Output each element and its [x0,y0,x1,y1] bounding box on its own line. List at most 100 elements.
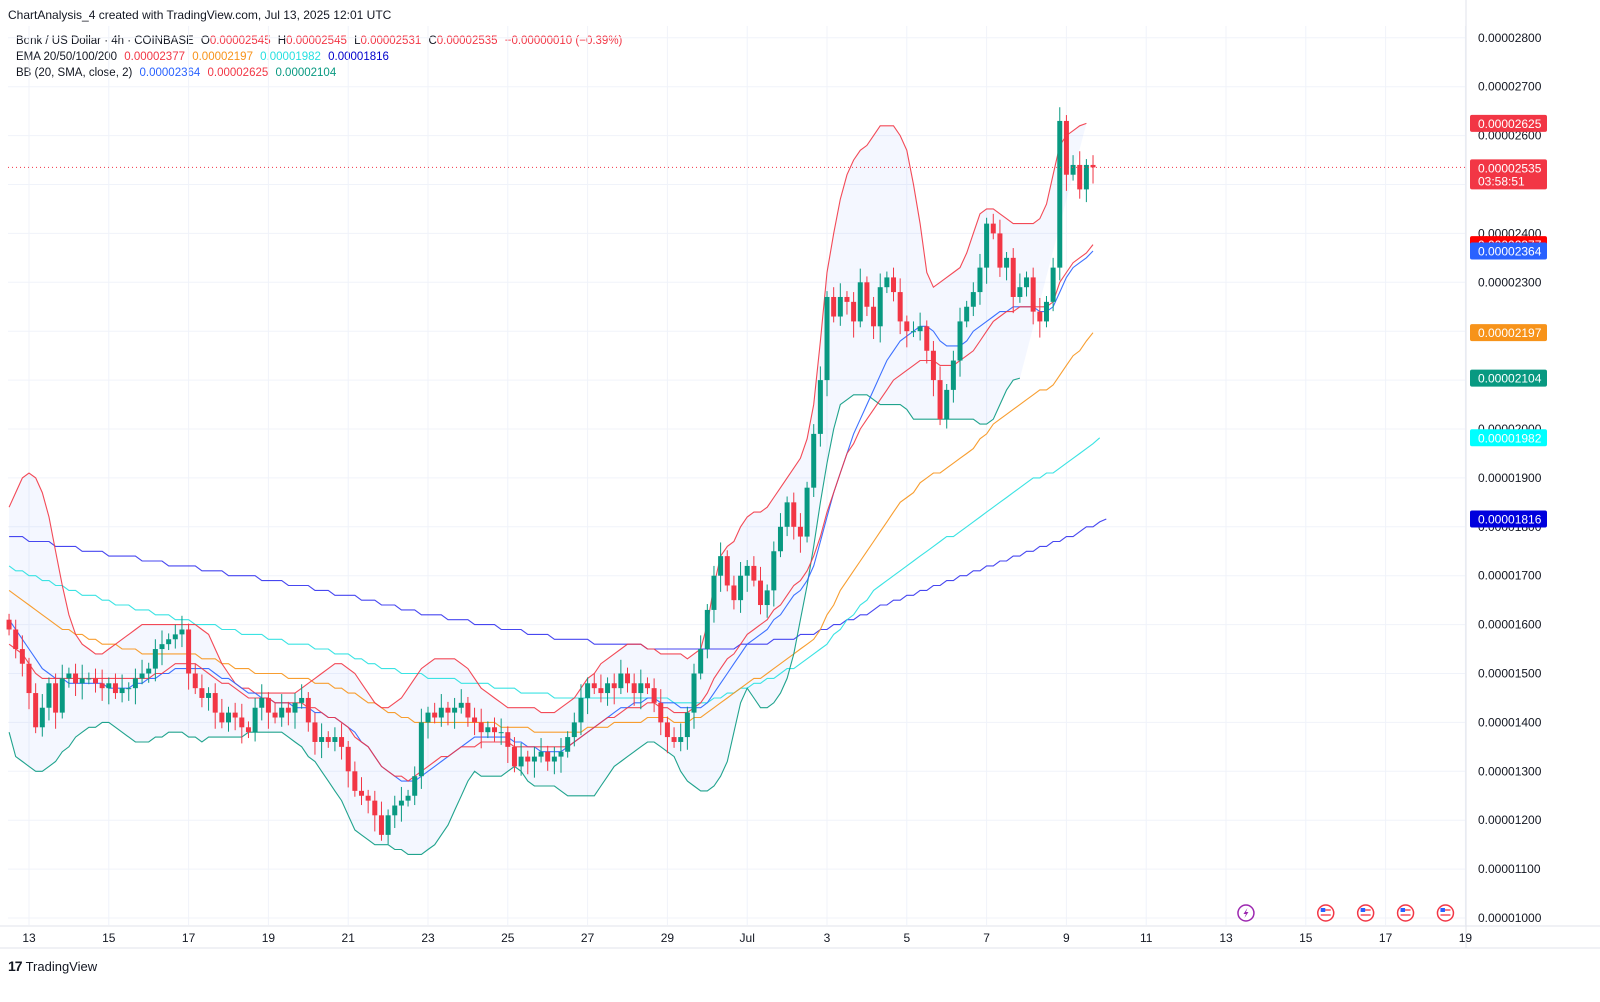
candle-body[interactable] [950,360,956,390]
candle-body[interactable] [1083,164,1089,190]
candle-body[interactable] [545,751,551,762]
candle-body[interactable] [1063,120,1069,175]
candle-body[interactable] [565,737,571,752]
candle-body[interactable] [206,693,212,698]
candle-body[interactable] [212,693,218,713]
candle-body[interactable] [1024,277,1030,288]
candle-body[interactable] [378,815,384,835]
candle-body[interactable] [631,683,637,694]
candle-body[interactable] [139,673,145,679]
candle-body[interactable] [259,697,265,708]
candle-body[interactable] [997,233,1003,268]
candle-body[interactable] [166,639,172,645]
candle-body[interactable] [837,296,843,317]
candle-body[interactable] [1090,164,1096,168]
candle-body[interactable] [93,678,99,684]
candle-body[interactable] [498,732,504,734]
candle-body[interactable] [146,668,152,674]
candle-body[interactable] [804,487,810,537]
candle-body[interactable] [192,673,198,689]
candle-body[interactable] [19,649,25,664]
candle-body[interactable] [405,795,411,801]
candle-body[interactable] [531,756,537,762]
candle-body[interactable] [538,751,544,757]
candle-body[interactable] [904,321,910,332]
candle-body[interactable] [871,306,877,327]
candle-body[interactable] [219,712,225,723]
candle-body[interactable] [66,673,72,679]
candle-body[interactable] [957,321,963,361]
candle-body[interactable] [864,282,870,307]
candle-body[interactable] [1030,277,1036,312]
legend-ema-label[interactable]: EMA 20/50/100/200 [16,51,118,63]
candle-body[interactable] [1010,257,1016,297]
candle-body[interactable] [917,326,923,332]
candle-body[interactable] [724,556,730,586]
candle-body[interactable] [265,697,271,713]
candle-body[interactable] [711,575,717,610]
candle-body[interactable] [458,702,464,708]
candle-body[interactable] [112,683,118,694]
candle-body[interactable] [618,673,624,689]
candle-body[interactable] [664,722,670,738]
candle-body[interactable] [252,707,258,733]
candle-body[interactable] [33,693,39,728]
candle-body[interactable] [325,737,331,742]
candle-body[interactable] [671,737,677,742]
candle-body[interactable] [797,526,803,537]
candle-body[interactable] [245,727,251,733]
candle-body[interactable] [558,751,564,757]
candle-body[interactable] [1004,257,1010,268]
candle-body[interactable] [126,688,132,690]
candle-body[interactable] [777,526,783,552]
candle-body[interactable] [132,678,138,689]
candle-body[interactable] [418,722,424,777]
candle-body[interactable] [452,707,458,713]
candle-body[interactable] [611,683,617,689]
candle-body[interactable] [984,223,990,268]
candle-body[interactable] [359,790,365,796]
candle-body[interactable] [13,629,19,650]
candle-body[interactable] [345,746,351,772]
candle-body[interactable] [472,717,478,723]
candle-body[interactable] [292,702,298,713]
candle-body[interactable] [1017,287,1023,297]
candle-body[interactable] [784,502,790,527]
candle-body[interactable] [305,697,311,723]
candle-body[interactable] [678,737,684,742]
candle-body[interactable] [691,673,697,713]
candle-body[interactable] [86,678,92,680]
candle-body[interactable] [751,565,757,581]
candle-body[interactable] [372,800,378,816]
candle-body[interactable] [877,287,883,327]
candle-body[interactable] [718,556,724,576]
candle-body[interactable] [159,644,165,650]
candle-body[interactable] [239,717,245,728]
candle-body[interactable] [591,683,597,689]
candle-body[interactable] [332,737,338,742]
legend-ema-row[interactable]: EMA 20/50/100/200 0.00002377 0.00002197 … [16,49,626,65]
candle-body[interactable] [272,712,278,718]
candle-body[interactable] [39,707,45,728]
candle-body[interactable] [924,326,930,351]
legend-bb-label[interactable]: BB (20, SMA, close, 2) [16,67,133,79]
candle-body[interactable] [744,565,750,576]
candle-body[interactable] [1077,164,1083,190]
candle-body[interactable] [392,805,398,816]
candle-body[interactable] [571,722,577,738]
candle-body[interactable] [651,688,657,703]
candle-body[interactable] [518,756,524,767]
candle-body[interactable] [46,683,52,708]
candle-body[interactable] [6,619,12,630]
candle-body[interactable] [944,389,950,420]
candle-body[interactable] [551,756,557,762]
candle-body[interactable] [59,678,65,713]
candle-body[interactable] [771,551,777,591]
candle-body[interactable] [99,683,105,689]
candle-body[interactable] [930,350,936,381]
candle-body[interactable] [385,815,391,835]
candle-body[interactable] [339,737,345,747]
candle-body[interactable] [758,580,764,606]
candle-body[interactable] [1037,311,1043,322]
